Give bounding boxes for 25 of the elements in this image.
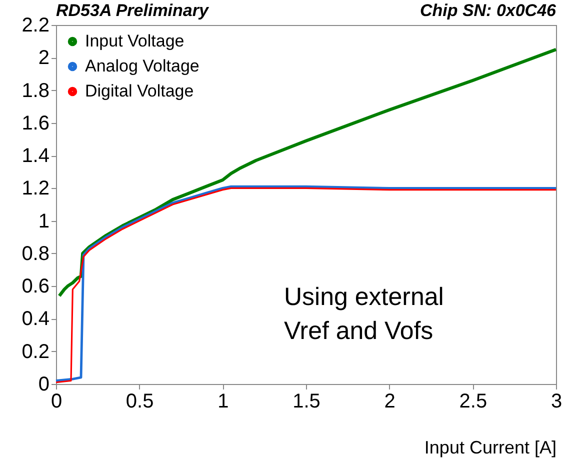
y-tick-label: 2 (38, 47, 50, 70)
y-tick-label: 0.4 (22, 308, 50, 330)
y-tick-label: 0 (38, 374, 50, 396)
x-tick-label: 0.5 (126, 390, 154, 412)
legend-label: Input Voltage (85, 32, 184, 50)
y-tick-label: 0.2 (22, 340, 50, 363)
y-tick-label: 1.6 (22, 112, 50, 134)
x-tick-label: 1.5 (292, 390, 320, 412)
y-tick-label: 1 (38, 210, 50, 232)
y-tick-label: 1.2 (22, 178, 50, 200)
x-tick-label: 2 (384, 390, 396, 412)
x-tick-label: 3 (550, 390, 562, 412)
x-tick-label: 1 (218, 390, 229, 412)
legend-label: Analog Voltage (85, 56, 200, 76)
legend-label: Digital Voltage (85, 82, 194, 100)
x-tick-label: 2.5 (459, 390, 488, 412)
y-tick-label: 0.6 (22, 276, 50, 298)
y-tick-label: 2.2 (22, 14, 50, 36)
y-tick-label: 0.8 (22, 242, 50, 265)
annotation: Using external Vref and Vofs (284, 283, 444, 345)
y-tick-label: 1.8 (22, 80, 50, 102)
chart-subtitle: Chip SN: 0x0C46 (420, 1, 557, 20)
x-axis-title: Input Current [A] (424, 438, 556, 458)
chart-title: RD53A Preliminary (56, 1, 210, 20)
y-tick-label: 1.4 (22, 145, 50, 168)
